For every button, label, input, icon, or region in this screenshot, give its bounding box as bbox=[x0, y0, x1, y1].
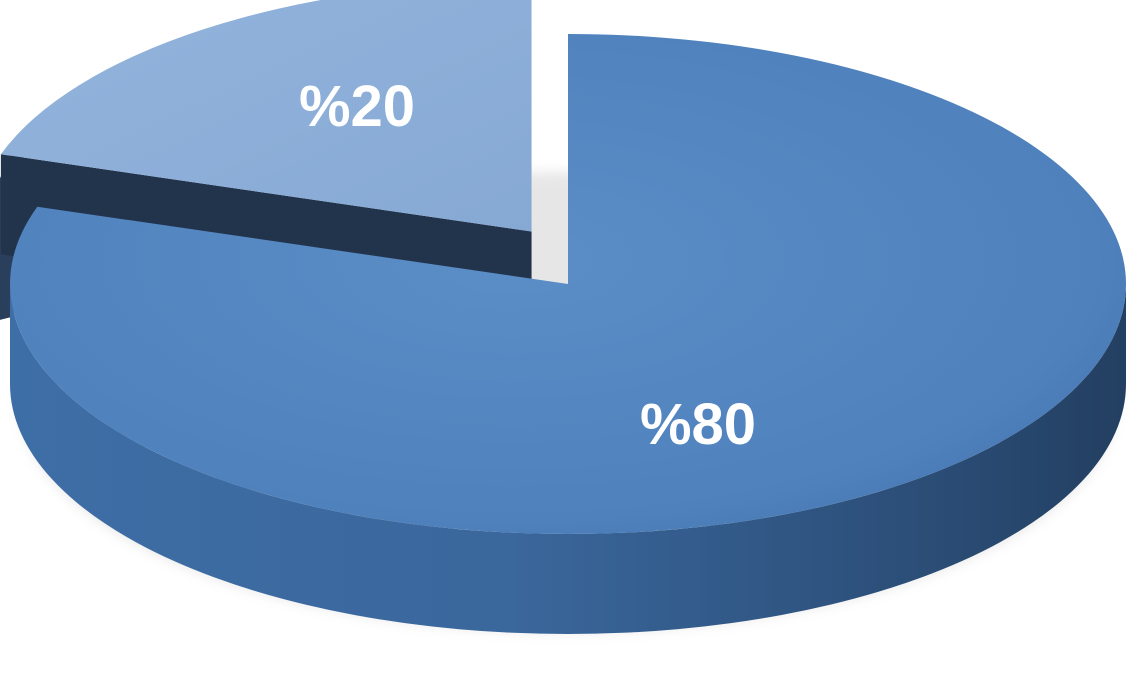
slice-label-80: %80 bbox=[640, 392, 756, 457]
slice-label-20: %20 bbox=[299, 74, 415, 139]
pie-slice-80 bbox=[10, 34, 1126, 634]
pie-slice-top bbox=[10, 34, 1126, 535]
pie-slice-top bbox=[0, 0, 532, 232]
pie-slice-side bbox=[10, 284, 1126, 634]
